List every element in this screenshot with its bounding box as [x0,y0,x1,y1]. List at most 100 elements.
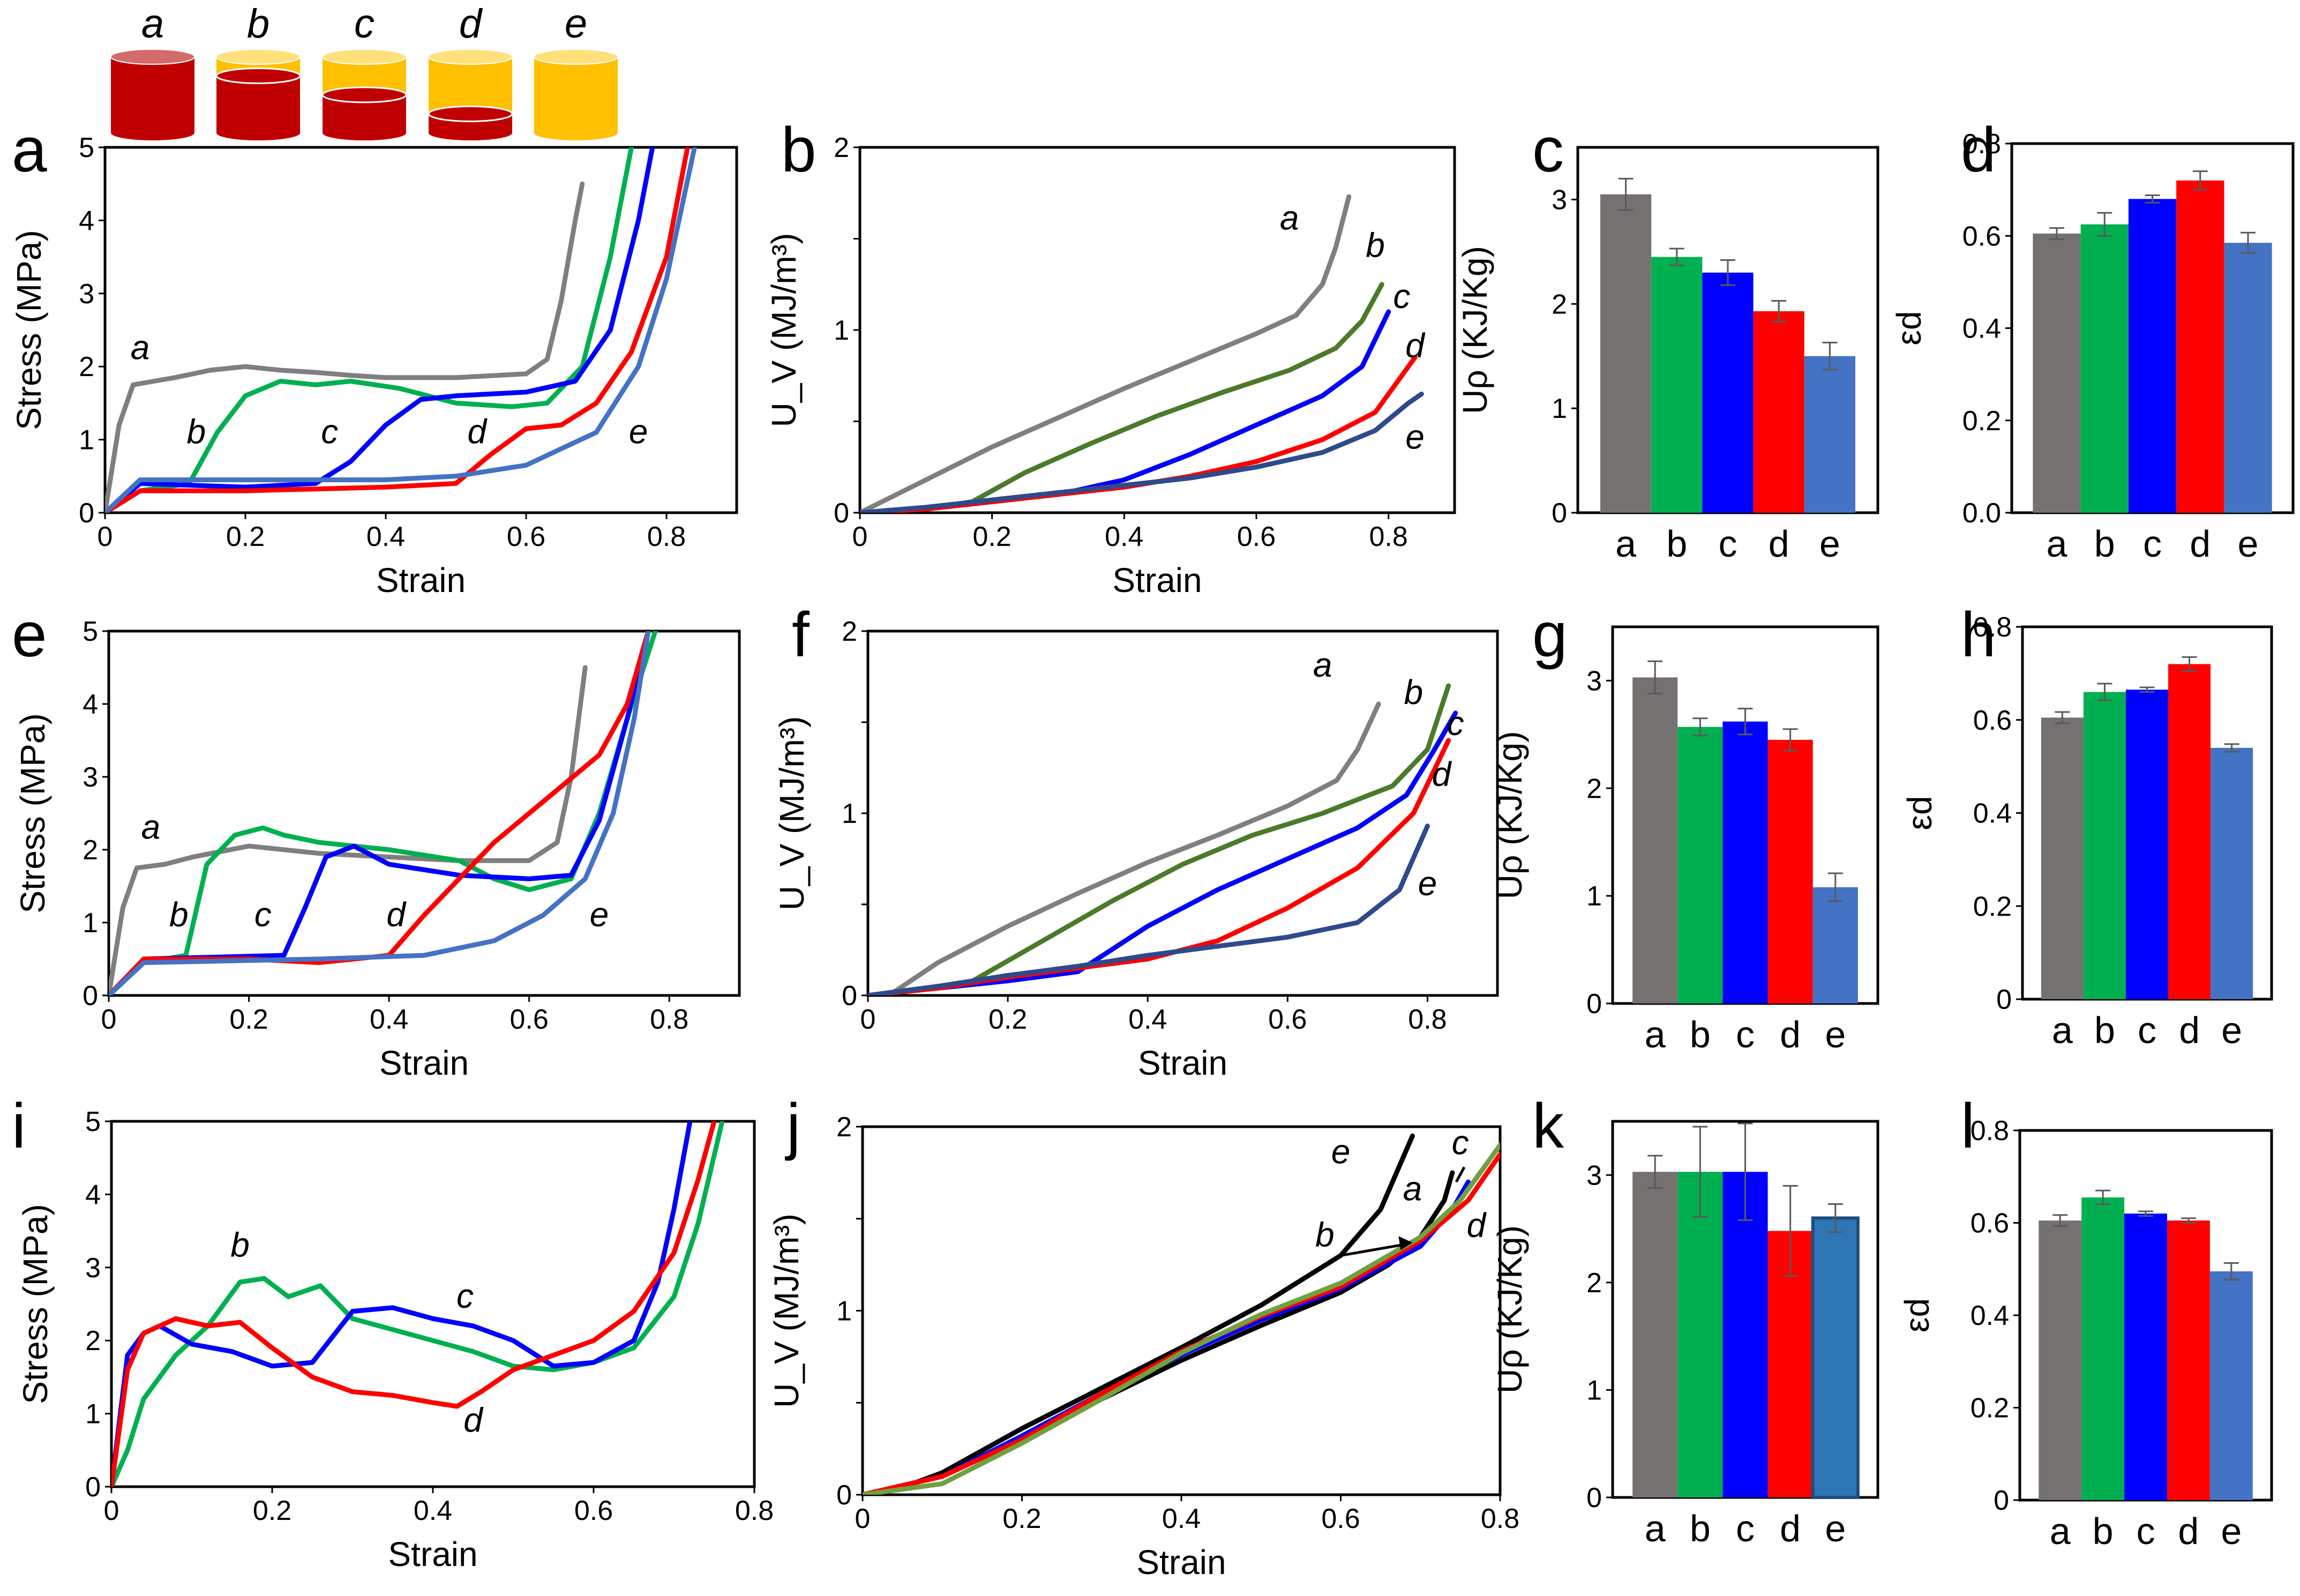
x-tick-label: 0.2 [1002,1503,1041,1534]
y-tick-label: 1 [79,425,94,456]
bar-category-label: b [2094,1009,2115,1051]
y-tick-label: 1 [83,908,98,939]
y-tick-label: 2 [1586,773,1602,804]
bar-category-label: c [2137,1510,2155,1552]
bar-e [2224,243,2272,513]
arrow-b-head [1398,1236,1413,1250]
y-axis-label: U_V (MJ/m³) [773,716,811,911]
panel-h: h 0 0.2 0.4 0.6 0.8 εd a b c d e [1900,600,2273,1051]
bar-e [2211,747,2253,999]
panel-i: i 0 1 2 3 4 5 Stress (MPa) 0 0.2 0.4 0.6 0.8 Strain b c… [12,1091,774,1573]
curve-label-c: c [1452,1123,1469,1162]
y-tick-label: 5 [79,132,94,163]
bar-category-label: c [1736,1508,1755,1549]
bar-category-label: c [2138,1009,2156,1051]
curve-label-d: d [1405,326,1426,365]
panel-letter-d: d [1961,115,1996,185]
panel-f: f 0 1 2 U_V (MJ/m³) 0 0.2 0.4 0.6 0.8 Strain a bcd e [773,600,1499,1082]
y-tick-label: 4 [79,205,94,236]
y-tick-label: 2 [79,351,94,383]
bar-a [1600,194,1652,513]
bar-category-label: d [2190,523,2211,565]
x-tick-label: 0.2 [988,1004,1027,1035]
bar-category-label: a [1645,1508,1666,1549]
curve-label-b: b [187,412,206,451]
bar-category-label: a [1615,523,1636,565]
x-axis-label: Strain [1112,561,1202,600]
bar-category-label: d [1780,1508,1801,1549]
y-tick-label: 1 [85,1399,101,1430]
x-axis-label: Strain [388,1535,477,1573]
bar-a [2041,717,2084,999]
bar-b [2083,692,2126,999]
series-line-e [868,823,1430,995]
series-lines [105,147,697,513]
x-tick-label: 0 [860,1004,876,1035]
y-tick-label: 3 [1552,184,1567,215]
curve-label-b: b [1366,226,1385,265]
panel-letter-c: c [1532,115,1564,185]
sample-interface [428,106,513,122]
bar-category-label: e [2221,1510,2242,1552]
bar-b [1651,257,1703,513]
series-line-c [105,147,655,513]
bar-e [1804,356,1855,513]
y-tick-label: 1 [834,315,849,346]
y-tick-label: 3 [1586,1160,1602,1191]
series-line-a [109,665,588,995]
bar-category-label: a [2047,523,2067,565]
bar-category-label: a [2052,1009,2073,1051]
sample-cylinder-b: b [215,1,301,140]
series-line-e [105,147,697,513]
sample-schematic: a b c d e [110,1,618,140]
sample-cylinder-c: c [321,1,407,140]
curve-label-e: e [1418,864,1437,903]
panel-k: k 0 1 2 3 Uρ (KJ/Kg) a b c d e [1490,1091,1879,1549]
panel-letter-i: i [12,1091,26,1162]
y-tick-label: 2 [83,835,98,866]
curve-label-d: d [1467,1206,1487,1245]
y-tick-label: 0 [1552,498,1567,529]
y-tick-label: 0 [83,980,98,1011]
y-tick-label: 0.4 [1962,313,2001,344]
y-tick-label: 5 [83,616,98,647]
x-tick-label: 0.4 [1162,1503,1201,1534]
curve-label-a: a [1280,198,1299,237]
sample-bottom [216,125,300,140]
x-tick-label: 0.8 [1408,1004,1447,1035]
sample-bottom [429,125,512,140]
y-tick-label: 0 [79,498,94,529]
bar-category-label: b [2094,523,2115,565]
panel-letter-j: j [785,1091,800,1162]
curve-label-c: c [456,1277,474,1315]
y-tick-label: 0 [834,498,849,529]
bar-category-label: d [2178,1510,2199,1552]
y-axis-label: Stress (MPa) [13,713,52,913]
y-axis-label: U_V (MJ/m³) [767,1213,806,1408]
bar-category-label: c [1719,523,1737,565]
y-tick-label: 0 [85,1472,101,1503]
y-tick-label: 3 [85,1253,101,1284]
y-axis-label: Stress (MPa) [16,1204,55,1404]
bar-category-label: d [1769,523,1789,565]
y-tick-label: 0.6 [1962,221,2001,252]
x-tick-label: 0.8 [735,1495,774,1526]
y-tick-label: 1 [1586,1375,1602,1406]
sample-red-body [111,57,194,133]
arrow-c [1455,1166,1466,1183]
curve-label-d: d [1432,755,1452,793]
y-tick-label: 3 [1586,665,1602,696]
y-axis-label: Uρ (KJ/Kg) [1490,1225,1529,1393]
y-tick-label: 0.6 [1973,705,2012,736]
bar-a [1632,677,1678,1003]
y-axis-label: Uρ (KJ/Kg) [1490,731,1529,900]
x-tick-label: 0.2 [973,521,1012,552]
x-axis-label: Strain [1138,1044,1227,1082]
series-lines [860,194,1424,513]
x-axis-label: Strain [379,1044,469,1082]
y-tick-label: 2 [834,132,849,163]
curve-label-c: c [1447,704,1464,743]
x-tick-label: 0.6 [1268,1004,1307,1035]
curve-label-b: b [169,895,189,934]
